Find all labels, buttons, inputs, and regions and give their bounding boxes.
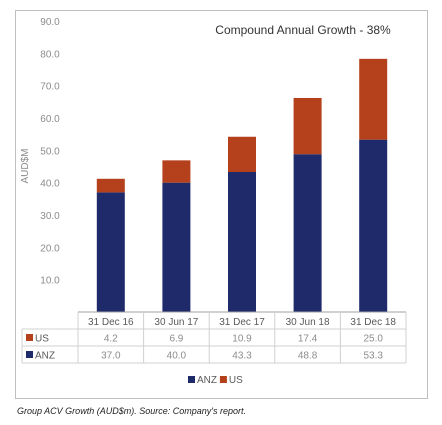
table-value: 17.4: [298, 334, 318, 345]
table-legend-key: [26, 351, 33, 358]
chart-title: Compound Annual Growth - 38%: [215, 23, 391, 37]
bar-us: [162, 160, 191, 183]
bar-anz: [359, 139, 388, 312]
x-category-label: 31 Dec 17: [219, 317, 265, 328]
table-value: 40.0: [167, 351, 187, 362]
y-tick-label: 90.0: [40, 17, 60, 28]
x-category-label: 31 Dec 18: [350, 317, 396, 328]
legend-key: [188, 376, 195, 383]
table-value: 53.3: [363, 351, 383, 362]
chart-frame: [15, 10, 428, 399]
legend-label: ANZ: [197, 375, 217, 386]
y-tick-label: 50.0: [40, 146, 60, 157]
table-value: 43.3: [232, 351, 252, 362]
table-value: 10.9: [232, 334, 252, 345]
y-tick-label: 70.0: [40, 82, 60, 93]
x-category-label: 30 Jun 18: [286, 317, 330, 328]
bar-anz: [228, 171, 256, 312]
table-value: 25.0: [363, 334, 383, 345]
chart-svg: Compound Annual Growth - 38% 10.0 20.0 30.0…: [20, 17, 407, 386]
legend-label: US: [229, 375, 243, 386]
table-value: 4.2: [104, 334, 118, 345]
bar-us: [293, 97, 322, 155]
bar-anz: [162, 182, 191, 312]
y-tick-label: 20.0: [40, 243, 60, 254]
table-row-label: US: [35, 334, 49, 345]
y-tick-label: 40.0: [40, 179, 60, 190]
bar-anz: [96, 192, 125, 312]
table-legend-key: [26, 334, 33, 341]
x-category-label: 30 Jun 17: [154, 317, 198, 328]
y-tick-label: 60.0: [40, 114, 60, 125]
bar-us: [359, 58, 388, 140]
y-tick-label: 10.0: [40, 276, 60, 287]
table-value: 37.0: [101, 351, 121, 362]
table-value: 48.8: [298, 351, 318, 362]
y-tick-label: 80.0: [40, 49, 60, 60]
bar-us: [96, 178, 125, 193]
legend-key: [219, 376, 227, 383]
table-row-label: ANZ: [35, 351, 55, 362]
x-category-label: 31 Dec 16: [88, 317, 134, 328]
y-tick-label: 30.0: [40, 211, 60, 222]
table-value: 6.9: [169, 334, 183, 345]
figure-caption: Group ACV Growth (AUD$m). Source: Compan…: [17, 406, 246, 416]
bar-anz: [293, 154, 322, 312]
bar-us: [228, 136, 256, 172]
y-axis-label: AUD$M: [20, 148, 31, 183]
